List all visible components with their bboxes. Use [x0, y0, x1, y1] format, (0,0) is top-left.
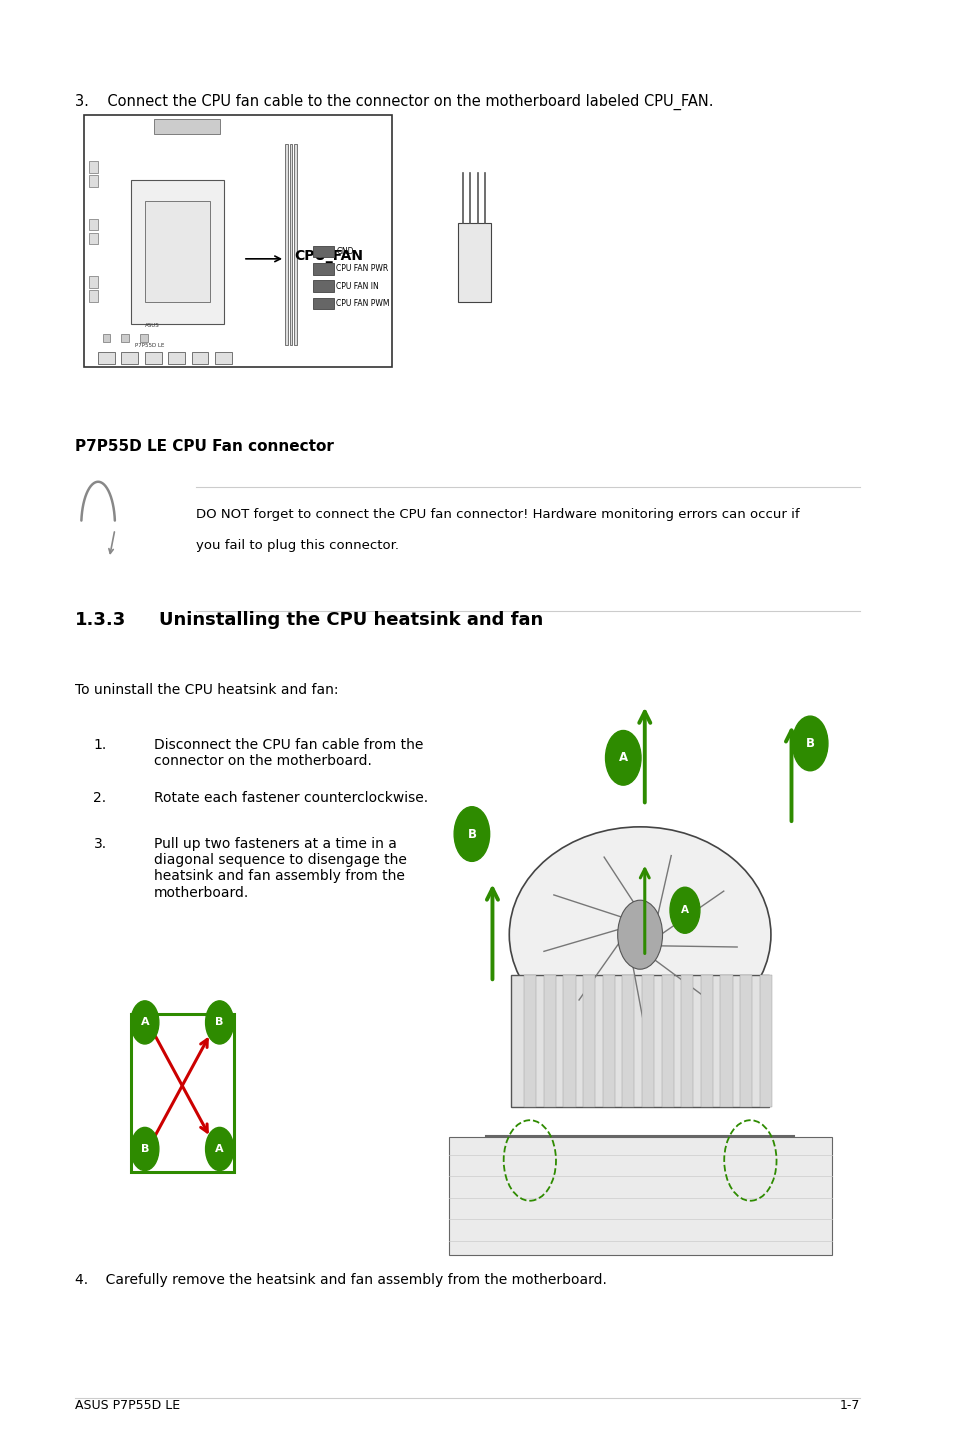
Text: B: B [805, 736, 814, 751]
Bar [543, 975, 556, 1107]
Circle shape [605, 731, 640, 785]
Bar [700, 975, 712, 1107]
Bar [524, 975, 536, 1107]
Text: 1-7: 1-7 [839, 1399, 859, 1412]
Bar [740, 975, 752, 1107]
Bar [582, 975, 595, 1107]
Bar [563, 975, 575, 1107]
Text: 1.: 1. [93, 738, 107, 752]
Bar [511, 975, 768, 1107]
Bar [154, 119, 219, 134]
Bar [89, 290, 98, 302]
Bar [140, 334, 148, 342]
Bar [285, 144, 288, 345]
Text: 3.    Connect the CPU fan cable to the connector on the motherboard labeled CPU_: 3. Connect the CPU fan cable to the conn… [74, 93, 713, 109]
Circle shape [205, 1127, 233, 1171]
Bar [313, 280, 334, 292]
Bar [448, 1137, 831, 1255]
Text: P7P55D LE CPU Fan connector: P7P55D LE CPU Fan connector [74, 439, 334, 453]
Bar [89, 161, 98, 173]
Bar [168, 352, 185, 364]
Circle shape [792, 716, 827, 771]
Bar [103, 334, 111, 342]
Bar [131, 180, 224, 324]
Bar [121, 352, 138, 364]
Bar [759, 975, 771, 1107]
Text: ASUS: ASUS [145, 324, 159, 328]
Text: 4.    Carefully remove the heatsink and fan assembly from the motherboard.: 4. Carefully remove the heatsink and fan… [74, 1273, 606, 1287]
Text: CPU FAN IN: CPU FAN IN [336, 282, 378, 290]
Text: B: B [215, 1018, 224, 1027]
Text: CPU FAN PWM: CPU FAN PWM [336, 299, 390, 308]
Bar [121, 334, 129, 342]
Bar [641, 975, 654, 1107]
Bar [294, 144, 296, 345]
Text: P7P55D LE: P7P55D LE [135, 344, 165, 348]
Text: DO NOT forget to connect the CPU fan connector! Hardware monitoring errors can o: DO NOT forget to connect the CPU fan con… [196, 508, 799, 521]
Bar [313, 246, 334, 257]
Bar [660, 975, 673, 1107]
Circle shape [669, 887, 700, 933]
Bar [313, 263, 334, 275]
Text: A: A [618, 751, 627, 765]
Text: Disconnect the CPU fan cable from the
connector on the motherboard.: Disconnect the CPU fan cable from the co… [154, 738, 423, 768]
Text: 3.: 3. [93, 837, 107, 851]
Text: B: B [140, 1145, 149, 1153]
Text: Rotate each fastener counterclockwise.: Rotate each fastener counterclockwise. [154, 791, 428, 805]
Text: you fail to plug this connector.: you fail to plug this connector. [196, 539, 398, 552]
Bar [313, 298, 334, 309]
Text: 1.3.3: 1.3.3 [74, 611, 126, 630]
Bar [89, 219, 98, 230]
Circle shape [454, 807, 489, 861]
Bar [290, 144, 293, 345]
Text: CPU_FAN: CPU_FAN [294, 249, 363, 263]
Circle shape [205, 1001, 233, 1044]
Bar [84, 115, 392, 367]
Circle shape [131, 1127, 159, 1171]
Text: B: B [467, 827, 476, 841]
Text: ASUS P7P55D LE: ASUS P7P55D LE [74, 1399, 180, 1412]
Ellipse shape [509, 827, 770, 1043]
Bar [602, 975, 615, 1107]
Bar [457, 223, 490, 302]
Circle shape [131, 1001, 159, 1044]
Bar [98, 352, 114, 364]
Bar [131, 1014, 233, 1172]
Bar [89, 233, 98, 244]
Text: 2.: 2. [93, 791, 107, 805]
Bar [214, 352, 232, 364]
Circle shape [617, 900, 661, 969]
Bar [680, 975, 693, 1107]
Bar [192, 352, 208, 364]
Bar [145, 352, 161, 364]
Text: CPU FAN PWR: CPU FAN PWR [336, 265, 388, 273]
Bar [621, 975, 634, 1107]
Text: GND: GND [336, 247, 354, 256]
Text: A: A [140, 1018, 149, 1027]
Text: A: A [680, 906, 688, 915]
Bar [145, 201, 210, 302]
Bar [720, 975, 732, 1107]
Text: Pull up two fasteners at a time in a
diagonal sequence to disengage the
heatsink: Pull up two fasteners at a time in a dia… [154, 837, 407, 900]
Text: Uninstalling the CPU heatsink and fan: Uninstalling the CPU heatsink and fan [159, 611, 542, 630]
Text: A: A [215, 1145, 224, 1153]
Bar [89, 175, 98, 187]
Text: To uninstall the CPU heatsink and fan:: To uninstall the CPU heatsink and fan: [74, 683, 338, 697]
Bar [89, 276, 98, 288]
